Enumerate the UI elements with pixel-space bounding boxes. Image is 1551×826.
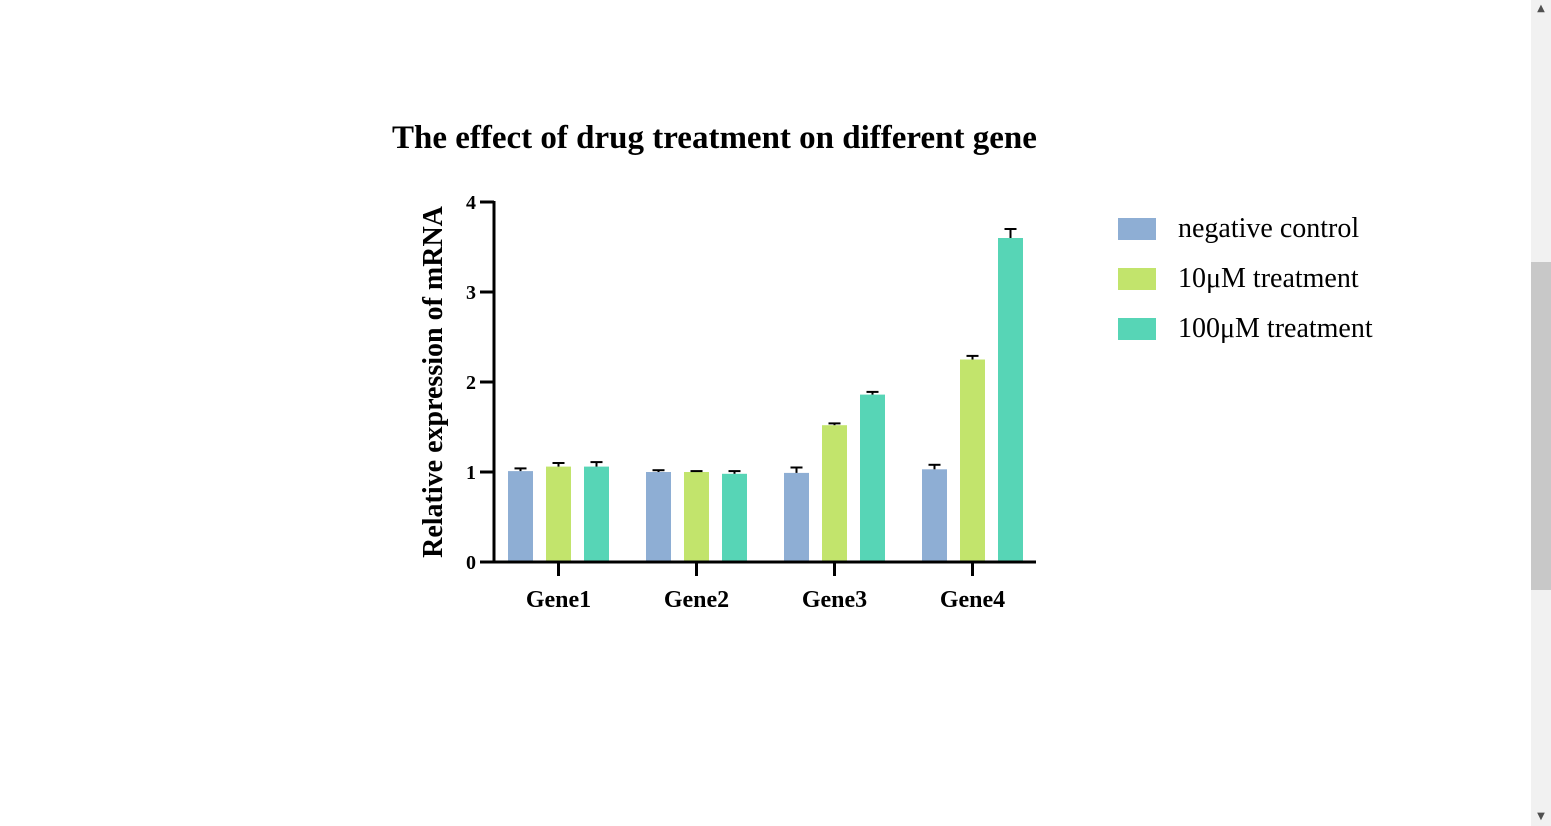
y-tick-label-2: 2 [466,372,476,394]
bar-gene2-series2 [684,472,709,562]
x-tick-label-gene3: Gene3 [802,587,867,613]
x-tick-label-gene4: Gene4 [940,587,1005,613]
y-axis-label: Relative expression of mRNA [418,205,449,558]
bar-gene3-series3 [860,394,885,562]
y-tick-label-1: 1 [466,462,476,484]
legend: negative control 10μM treatment 100μM trea… [1118,213,1373,344]
legend-label-1: negative control [1178,213,1359,244]
scrollbar-thumb[interactable] [1531,262,1551,590]
bar-gene2-series1 [646,472,671,562]
legend-swatch-3 [1118,318,1156,340]
y-tick-label-4: 4 [466,192,476,214]
bar-gene3-series2 [822,425,847,562]
bar-gene4-series3 [998,238,1023,562]
y-tick-label-0: 0 [466,552,476,574]
bar-gene3-series1 [784,472,809,562]
x-tick-label-gene2: Gene2 [664,587,729,613]
bar-gene4-series1 [922,469,947,562]
bar-gene1-series2 [546,466,571,562]
scroll-down-icon[interactable]: ▼ [1537,811,1545,822]
bar-gene2-series3 [722,473,747,562]
axes-layer: 0 1 2 3 4 Gene1 Gene2 Gene3 Gene4 Relative expres… [418,192,1036,613]
legend-label-3: 100μM treatment [1178,313,1373,344]
y-tick-label-3: 3 [466,282,476,304]
bar-gene1-series1 [508,471,533,562]
legend-swatch-2 [1118,268,1156,290]
bars-layer [508,228,1023,562]
legend-swatch-1 [1118,218,1156,240]
bar-gene1-series3 [584,466,609,562]
scroll-up-icon[interactable]: ▲ [1537,3,1545,14]
legend-label-2: 10μM treatment [1178,263,1359,294]
x-tick-label-gene1: Gene1 [526,587,591,613]
chart-title: The effect of drug treatment on differen… [392,120,1037,156]
bar-gene4-series2 [960,359,985,562]
